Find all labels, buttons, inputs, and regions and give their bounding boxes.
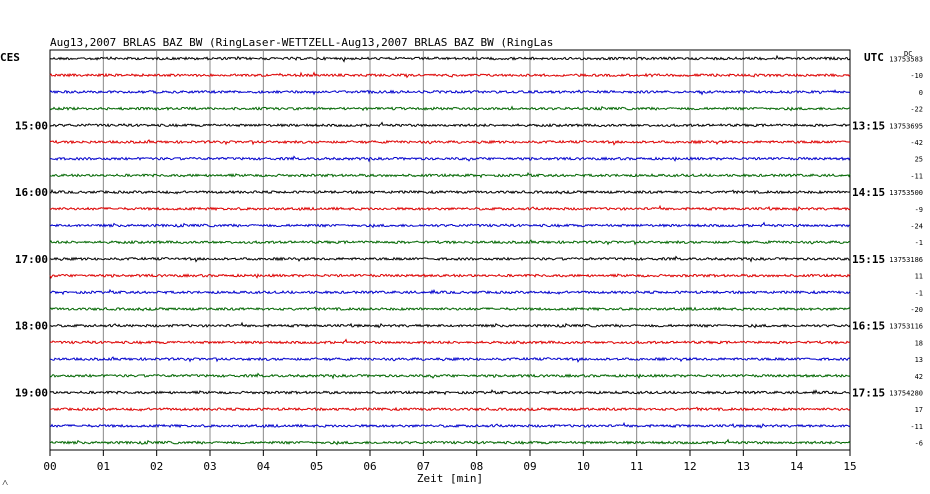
x-tick-label: 13 xyxy=(737,460,750,473)
left-hour-label: 16:00 xyxy=(15,186,48,199)
x-tick-label: 05 xyxy=(310,460,323,473)
dc-offset-label: 13753695 xyxy=(889,122,923,130)
dc-offset-label: 17 xyxy=(915,406,923,414)
trace-line xyxy=(49,204,851,212)
trace-line xyxy=(49,389,851,396)
trace-line xyxy=(49,438,851,446)
trace-line xyxy=(49,239,851,246)
dc-offset-label: -11 xyxy=(910,423,923,431)
dc-offset-label: 13753186 xyxy=(889,256,923,264)
seismic-traces xyxy=(49,54,851,446)
dc-offset-label: -20 xyxy=(910,306,923,314)
trace-line xyxy=(50,406,851,412)
left-hour-label: 19:00 xyxy=(15,387,48,400)
x-tick-label: 10 xyxy=(577,460,590,473)
trace-line xyxy=(50,255,851,263)
dc-offset-label: -10 xyxy=(910,72,923,80)
trace-line xyxy=(49,273,851,279)
x-tick-label: 14 xyxy=(790,460,804,473)
trace-line xyxy=(49,89,851,96)
dc-offset-label: 18 xyxy=(915,339,923,347)
dc-offset-label: -6 xyxy=(915,440,923,448)
dc-offset-label: 0 xyxy=(919,89,923,97)
x-tick-label: 03 xyxy=(203,460,216,473)
x-tick-label: 07 xyxy=(417,460,430,473)
trace-line xyxy=(49,171,851,179)
dc-offset-label: 25 xyxy=(915,156,923,164)
right-hour-label: 14:15 xyxy=(852,186,885,199)
trace-line xyxy=(49,421,851,429)
x-tick-label: 08 xyxy=(470,460,483,473)
trace-line xyxy=(49,71,851,79)
dc-offset-label: 11 xyxy=(915,273,923,281)
dc-offset-label: 13753116 xyxy=(889,323,923,331)
trace-line xyxy=(49,288,851,296)
corner-mark: ˄ xyxy=(2,476,8,489)
right-hour-label: 15:15 xyxy=(852,253,885,266)
x-axis-label: Zeit [min] xyxy=(417,472,483,485)
x-tick-label: 11 xyxy=(630,460,643,473)
dc-offset-label: -1 xyxy=(915,239,923,247)
trace-line xyxy=(49,221,851,229)
left-timezone-label: CES xyxy=(0,51,20,64)
x-tick-label: 06 xyxy=(363,460,376,473)
dc-offset-label: 42 xyxy=(915,373,923,381)
x-tick-label: 00 xyxy=(43,460,56,473)
trace-line xyxy=(49,372,851,380)
dc-header-label: DC xyxy=(904,50,912,58)
trace-line xyxy=(49,356,851,363)
vertical-gridlines xyxy=(102,50,798,450)
trace-line xyxy=(49,155,851,163)
trace-line xyxy=(49,338,851,345)
left-hour-label: 15:00 xyxy=(15,119,48,132)
left-hour-label: 17:00 xyxy=(15,253,48,266)
dc-offset-label: 13753583 xyxy=(889,56,923,64)
dc-offset-label: -24 xyxy=(910,223,923,231)
trace-line xyxy=(50,321,851,329)
trace-line xyxy=(49,139,851,146)
left-hour-label: 18:00 xyxy=(15,320,48,333)
dc-offset-label: -11 xyxy=(910,172,923,180)
right-hour-label: 13:15 xyxy=(852,119,885,132)
x-tick-label: 15 xyxy=(843,460,856,473)
trace-line xyxy=(49,105,851,112)
chart-title: Aug13,2007 BRLAS BAZ BW (RingLaser-WETTZ… xyxy=(50,36,553,49)
dc-offset-label: -22 xyxy=(910,106,923,114)
trace-line xyxy=(49,188,851,195)
dc-offset-label: 13754280 xyxy=(889,390,923,398)
dc-offset-label: -9 xyxy=(915,206,923,214)
x-tick-label: 02 xyxy=(150,460,163,473)
x-axis-ticks: 00 01 02 03 04 05 06 07 08 09 10 11 12 13 14 15 xyxy=(43,450,857,473)
trace-line xyxy=(49,121,851,128)
dc-offset-label: 13 xyxy=(915,356,923,364)
right-hour-label: 17:15 xyxy=(852,387,885,400)
trace-line xyxy=(49,54,851,63)
plot-frame xyxy=(49,49,851,451)
dc-offset-labels: 13753583 -10 0 -22 13753695 -42 25 -11 13753500 -… xyxy=(889,56,923,448)
dc-offset-label: -1 xyxy=(915,289,923,297)
right-timezone-label: UTC xyxy=(864,51,884,64)
right-hour-labels: 13:15 14:15 15:15 16:15 17:15 xyxy=(852,119,885,399)
x-tick-label: 04 xyxy=(257,460,271,473)
x-tick-label: 12 xyxy=(683,460,696,473)
trace-line xyxy=(49,306,851,312)
dc-offset-label: -42 xyxy=(910,139,923,147)
dc-offset-label: 13753500 xyxy=(889,189,923,197)
right-hour-label: 16:15 xyxy=(852,320,885,333)
x-tick-label: 01 xyxy=(97,460,110,473)
x-tick-label: 09 xyxy=(523,460,536,473)
left-hour-labels: 15:00 16:00 17:00 18:00 19:00 xyxy=(15,119,48,399)
